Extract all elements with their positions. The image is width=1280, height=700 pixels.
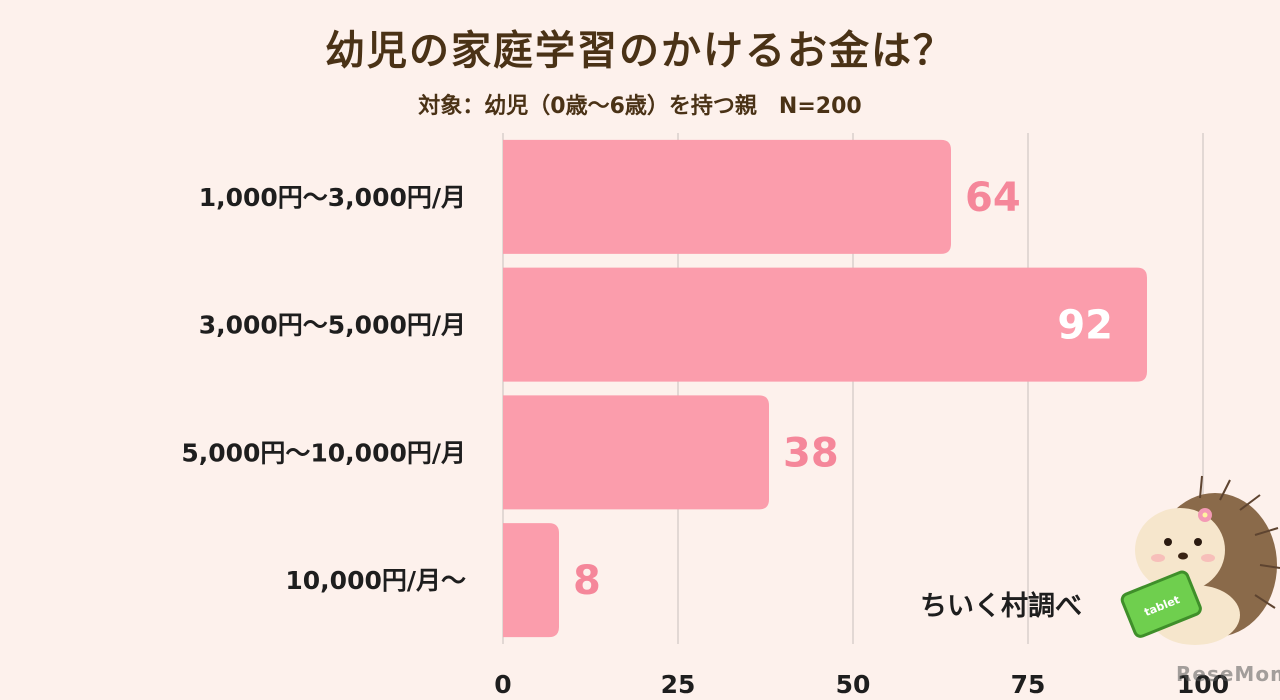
x-tick-label: 50 [836, 670, 871, 699]
category-label: 5,000円～10,000円/月 [181, 438, 466, 467]
chart-title: 幼児の家庭学習のかけるお金は？ [325, 28, 955, 74]
x-tick-label: 75 [1011, 670, 1046, 699]
bar [503, 139, 951, 254]
watermark: ReseMom [1176, 662, 1280, 686]
x-tick-label: 100 [1177, 670, 1229, 699]
x-tick-label: 25 [661, 670, 696, 699]
chart-subtitle: 対象：幼児（0歳～6歳）を持つ親 N=200 [418, 94, 862, 119]
data-label: 38 [783, 430, 839, 476]
survey-credit: ちいく村調べ [920, 591, 1082, 622]
category-label: 1,000円～3,000円/月 [199, 183, 466, 212]
data-label: 92 [1057, 303, 1113, 349]
bar [503, 523, 559, 638]
data-label: 64 [965, 175, 1021, 221]
hedgehog-with-tablet-icon: tablet [1120, 475, 1280, 645]
x-tick-label: 0 [494, 670, 511, 699]
category-label: 10,000円/月～ [285, 566, 466, 595]
data-label: 8 [573, 558, 601, 604]
bar [503, 395, 769, 510]
category-label: 3,000円～5,000円/月 [199, 311, 466, 340]
bar [503, 267, 1147, 382]
